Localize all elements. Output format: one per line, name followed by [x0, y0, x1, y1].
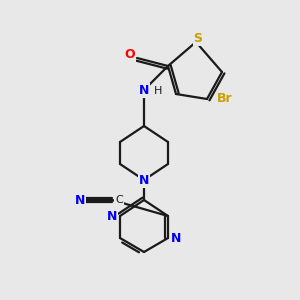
- Text: N: N: [75, 194, 85, 206]
- Text: N: N: [139, 173, 149, 187]
- Text: N: N: [139, 83, 149, 97]
- Text: O: O: [125, 49, 135, 62]
- Text: N: N: [171, 232, 181, 244]
- Text: C: C: [115, 195, 123, 205]
- Text: H: H: [154, 86, 162, 96]
- Text: N: N: [107, 209, 117, 223]
- Text: Br: Br: [217, 92, 233, 104]
- Text: S: S: [194, 32, 202, 44]
